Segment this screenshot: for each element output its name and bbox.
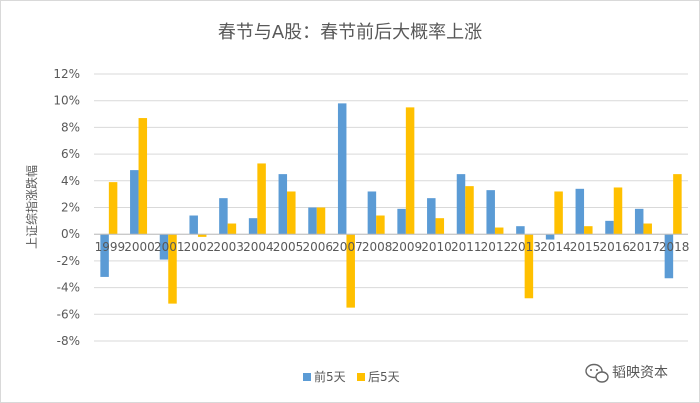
bar-series-2-2007 <box>346 234 355 308</box>
bar-series-1-2011 <box>456 174 466 235</box>
x-tick-label: 2017 <box>629 240 660 254</box>
bar-series-2-2017 <box>643 223 652 235</box>
bar-series-1-2015 <box>575 188 585 235</box>
y-tick-label: 0% <box>61 227 80 241</box>
bar-series-2-2001 <box>168 234 177 304</box>
y-tick-label: -4% <box>57 281 80 295</box>
bar-series-2-1999 <box>108 182 118 235</box>
bar-series-1-2017 <box>634 208 644 235</box>
x-tick-label: 2012 <box>481 240 512 254</box>
bar-series-2-2004 <box>257 163 266 235</box>
gridlines <box>94 73 688 342</box>
bar-series-2-2002 <box>197 234 207 237</box>
watermark: 韬映资本 <box>585 363 668 383</box>
bar-series-1-2006 <box>308 207 317 235</box>
bar-series-2-2011 <box>465 186 474 235</box>
x-tick-label: 2010 <box>421 240 452 254</box>
x-tick-label: 2004 <box>243 240 274 254</box>
x-tick-label: 2000 <box>124 240 155 254</box>
y-axis-title: 上证综指涨跌幅 <box>24 165 39 249</box>
bar-series-2-2009 <box>405 107 415 235</box>
x-tick-label: 2014 <box>540 240 571 254</box>
x-tick-label: 2016 <box>599 240 630 254</box>
y-axis-ticks: -8% -6% -4% -2% 0% 2% 4% 6% 8% 10% 12% <box>53 67 80 348</box>
chart-title: 春节与A股：春节前后大概率上涨 <box>218 22 482 43</box>
x-tick-label: 2002 <box>184 240 215 254</box>
bar-series-1-2005 <box>278 174 288 235</box>
y-tick-label: 10% <box>53 94 80 108</box>
bar-series-2-2006 <box>316 207 326 235</box>
x-tick-label: 2007 <box>332 240 363 254</box>
legend-label-series-2: 后5天 <box>368 370 400 384</box>
x-tick-label: 2005 <box>273 240 304 254</box>
bar-series-1-1999 <box>100 234 109 277</box>
x-tick-label: 2008 <box>362 240 393 254</box>
legend-swatch-series-2 <box>357 373 365 381</box>
bar-series-1-2000 <box>130 170 139 235</box>
bar-series-1-2008 <box>367 191 377 235</box>
legend: 前5天 后5天 <box>303 369 400 384</box>
x-axis-ticks: 1999 2000 2001 2002 2003 2004 2005 2006 2007 2008… <box>95 240 690 254</box>
y-tick-label: 2% <box>61 201 80 215</box>
watermark-text: 韬映资本 <box>612 365 668 381</box>
x-tick-label: 2003 <box>213 240 244 254</box>
bar-series-1-2003 <box>219 198 228 235</box>
x-tick-label: 2015 <box>570 240 601 254</box>
bar-series-2-2005 <box>287 191 296 235</box>
bar-series-2-2003 <box>227 223 237 235</box>
bar-series-2-2012 <box>494 227 504 235</box>
bar-series-2-2018 <box>673 174 682 235</box>
bar-series-1-2007 <box>337 103 347 235</box>
bar-series-2-2000 <box>138 118 148 235</box>
legend-label-series-1: 前5天 <box>314 369 346 384</box>
bar-series-1-2014 <box>545 234 555 240</box>
bar-series-1-2010 <box>427 198 436 235</box>
bar-series-2-2014 <box>554 191 563 235</box>
bar-series-1-2004 <box>248 218 258 235</box>
bars <box>100 103 682 308</box>
bar-series-1-2013 <box>516 226 525 235</box>
bar-series-2-2010 <box>435 218 445 235</box>
y-tick-label: 6% <box>61 147 80 161</box>
bar-series-2-2013 <box>524 234 534 299</box>
x-tick-label: 1999 <box>95 240 126 254</box>
y-tick-label: 4% <box>61 174 80 188</box>
bar-series-2-2016 <box>613 187 623 235</box>
bar-series-1-2001 <box>159 234 169 260</box>
x-tick-label: 2013 <box>510 240 541 254</box>
y-tick-label: 12% <box>53 67 80 81</box>
x-tick-label: 2018 <box>659 240 690 254</box>
y-tick-label: -6% <box>57 307 80 321</box>
bar-series-1-2016 <box>605 220 614 235</box>
wechat-icon <box>585 363 609 383</box>
y-tick-label: -8% <box>57 334 80 348</box>
bar-series-2-2015 <box>584 226 593 235</box>
y-tick-label: 8% <box>61 120 80 134</box>
bar-series-1-2002 <box>189 215 198 235</box>
x-tick-label: 2006 <box>302 240 333 254</box>
x-tick-label: 2011 <box>451 240 482 254</box>
x-tick-label: 2009 <box>392 240 423 254</box>
bar-series-1-2018 <box>664 234 674 279</box>
y-tick-label: -2% <box>57 254 80 268</box>
legend-swatch-series-1 <box>303 373 311 381</box>
bar-series-1-2009 <box>397 208 406 235</box>
x-tick-label: 2001 <box>154 240 185 254</box>
bar-series-2-2008 <box>376 215 385 235</box>
bar-series-1-2012 <box>486 190 495 235</box>
